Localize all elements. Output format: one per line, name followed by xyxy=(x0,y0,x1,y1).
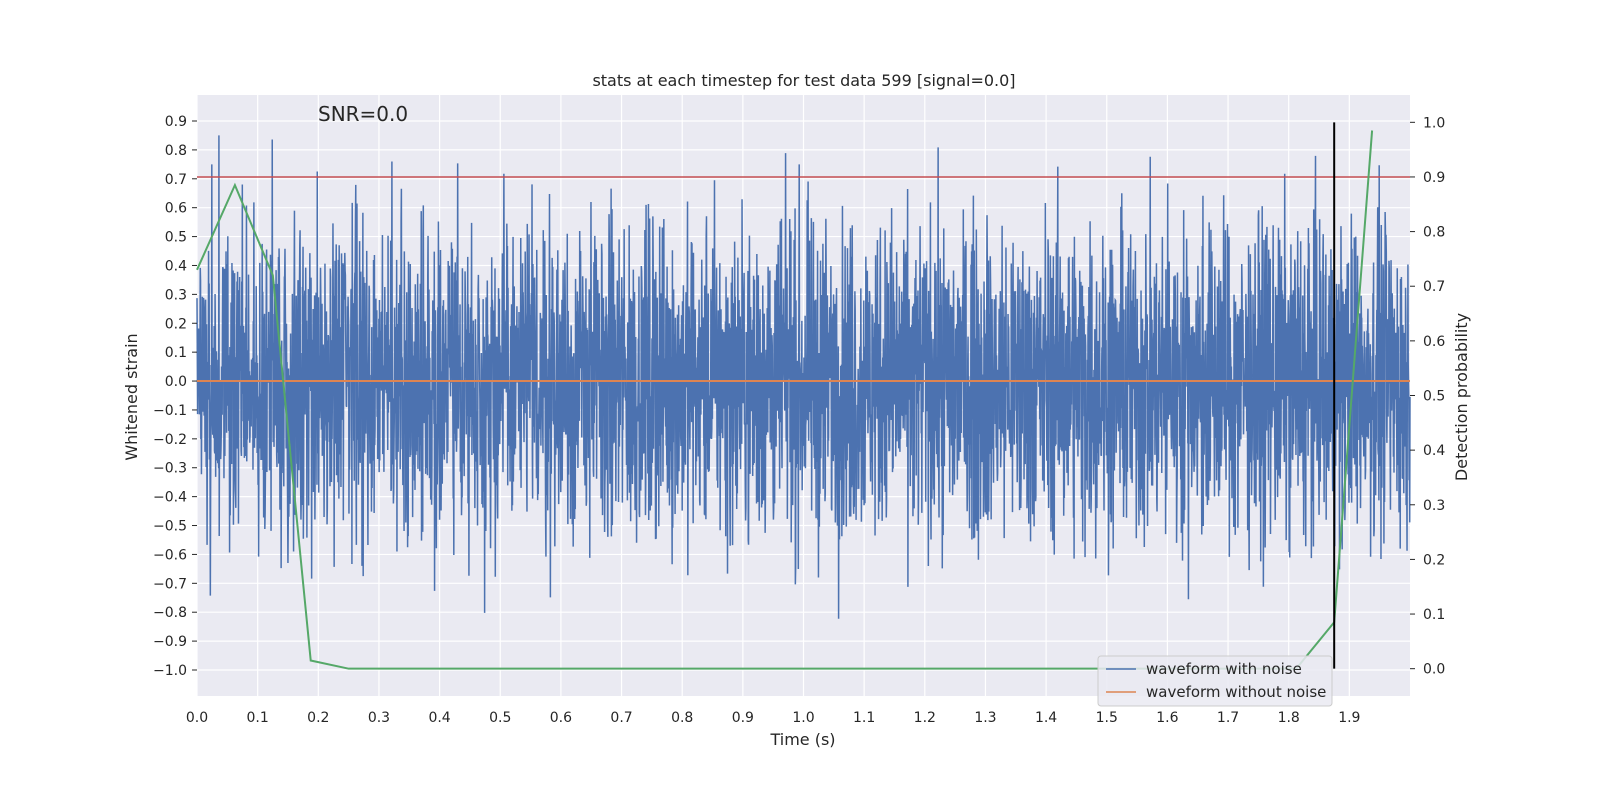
y2-tick-label: 0.0 xyxy=(1423,662,1445,678)
x-tick-label: 0.4 xyxy=(428,710,450,726)
noise-waveform-line xyxy=(196,135,1411,619)
y-tick-label: 0.1 xyxy=(165,345,187,361)
y2-axis-ticks: 1.0 0.9 0.8 0.7 0.6 0.5 0.4 0.3 0.2 0.1 0.0 xyxy=(1410,115,1445,678)
y2-tick-label: 0.1 xyxy=(1423,607,1445,623)
y2-tick-label: 0.3 xyxy=(1423,498,1445,514)
x-tick-label: 0.3 xyxy=(368,710,390,726)
y-axis-label: Whitened strain xyxy=(122,333,141,460)
x-tick-label: 1.9 xyxy=(1338,710,1360,726)
x-tick-label: 0.5 xyxy=(489,710,511,726)
y-axis-ticks: 0.9 0.8 0.7 0.6 0.5 0.4 0.3 0.2 0.1 0.0 −0.1 −0.2 −0… xyxy=(153,114,197,679)
x-tick-label: 1.5 xyxy=(1096,710,1118,726)
series-waveform-with-noise xyxy=(196,135,1411,619)
x-tick-label: 0.6 xyxy=(550,710,572,726)
x-tick-label: 1.4 xyxy=(1035,710,1057,726)
y2-axis-label: Detection probability xyxy=(1452,313,1471,481)
y2-tick-label: 0.7 xyxy=(1423,279,1445,295)
x-tick-label: 0.7 xyxy=(610,710,632,726)
y-tick-label: 0.8 xyxy=(165,143,187,159)
y-tick-label: −1.0 xyxy=(153,663,187,679)
y-tick-label: −0.1 xyxy=(153,403,187,419)
y-tick-label: 0.4 xyxy=(165,258,187,274)
y-tick-label: 0.6 xyxy=(165,201,187,217)
y-tick-label: −0.8 xyxy=(153,605,187,621)
y-tick-label: 0.7 xyxy=(165,172,187,188)
x-tick-label: 0.8 xyxy=(671,710,693,726)
x-tick-label: 1.2 xyxy=(914,710,936,726)
legend-label-clean: waveform without noise xyxy=(1146,683,1326,701)
y-tick-label: −0.7 xyxy=(153,576,187,592)
y-tick-label: 0.0 xyxy=(165,374,187,390)
legend-label-noise: waveform with noise xyxy=(1146,660,1302,678)
chart-title: stats at each timestep for test data 599… xyxy=(592,71,1015,90)
snr-annotation: SNR=0.0 xyxy=(318,102,408,126)
y2-tick-label: 0.4 xyxy=(1423,443,1445,459)
y-tick-label: 0.9 xyxy=(165,114,187,130)
y-tick-label: −0.3 xyxy=(153,461,187,477)
x-tick-label: 1.1 xyxy=(853,710,875,726)
x-tick-label: 1.8 xyxy=(1278,710,1300,726)
x-tick-label: 1.3 xyxy=(974,710,996,726)
x-tick-label: 1.7 xyxy=(1217,710,1239,726)
y-tick-label: −0.5 xyxy=(153,519,187,535)
x-tick-label: 1.6 xyxy=(1156,710,1178,726)
legend-box xyxy=(1097,655,1333,707)
x-tick-label: 1.0 xyxy=(792,710,814,726)
y-tick-label: 0.3 xyxy=(165,287,187,303)
legend: waveform with noise waveform without noi… xyxy=(1097,655,1333,707)
y-tick-label: −0.4 xyxy=(153,490,187,506)
y-tick-label: 0.5 xyxy=(165,230,187,246)
y2-tick-label: 1.0 xyxy=(1423,115,1445,131)
y2-tick-label: 0.5 xyxy=(1423,389,1445,405)
x-tick-label: 0.0 xyxy=(186,710,208,726)
x-axis-label: Time (s) xyxy=(769,730,835,749)
y-tick-label: 0.2 xyxy=(165,316,187,332)
x-tick-label: 0.1 xyxy=(247,710,269,726)
y-tick-label: −0.9 xyxy=(153,634,187,650)
y2-tick-label: 0.9 xyxy=(1423,170,1445,186)
x-tick-label: 0.9 xyxy=(732,710,754,726)
x-axis-ticks: 0.0 0.1 0.2 0.3 0.4 0.5 0.6 0.7 0.8 0.9 1.0 1.1 1.2 1… xyxy=(186,710,1361,726)
y2-tick-label: 0.8 xyxy=(1423,225,1445,241)
x-tick-label: 0.2 xyxy=(307,710,329,726)
y-tick-label: −0.2 xyxy=(153,432,187,448)
y2-tick-label: 0.2 xyxy=(1423,552,1445,568)
y2-tick-label: 0.6 xyxy=(1423,334,1445,350)
y-tick-label: −0.6 xyxy=(153,547,187,563)
